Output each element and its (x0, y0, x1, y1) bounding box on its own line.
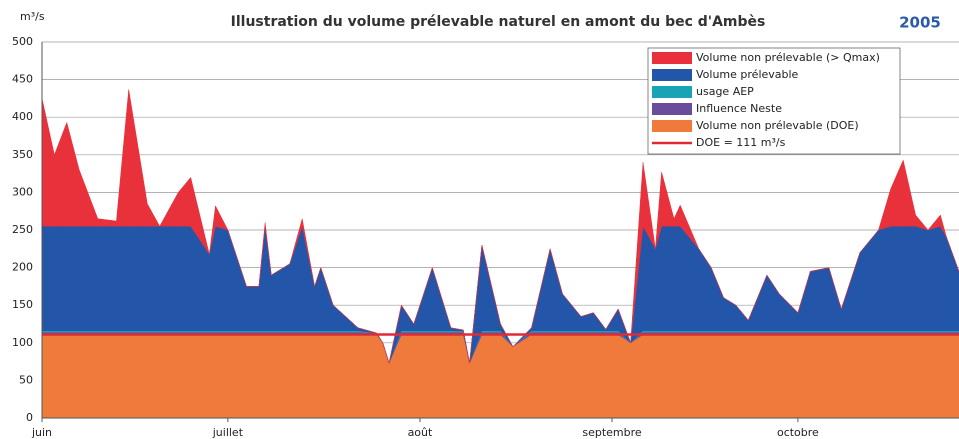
x-tick-label: octobre (777, 426, 819, 439)
y-tick-label: 500 (12, 35, 33, 48)
area (41, 89, 959, 365)
chart-title: Illustration du volume prélevable nature… (231, 14, 766, 30)
y-tick-label: 250 (12, 223, 33, 236)
y-tick-label: 300 (12, 185, 33, 198)
y-tick-label: 200 (12, 261, 33, 274)
legend-swatch (652, 69, 692, 81)
x-tick-label: juin (31, 426, 52, 439)
legend-swatch (652, 120, 692, 132)
legend-label: DOE = 111 m³/s (696, 136, 786, 149)
legend-label: Volume prélevable (696, 68, 799, 81)
y-tick-label: 350 (12, 148, 33, 161)
legend-swatch (652, 86, 692, 98)
legend-label: Volume non prélevable (> Qmax) (696, 51, 880, 64)
area (41, 334, 959, 419)
legend-swatch (652, 103, 692, 115)
y-tick-label: 50 (19, 373, 33, 386)
legend-box (647, 47, 901, 155)
legend-swatch (652, 52, 692, 64)
y-tick-label: 450 (12, 73, 33, 86)
y-tick-label: 150 (12, 298, 33, 311)
legend-label: usage AEP (696, 85, 754, 98)
x-tick-label: septembre (582, 426, 642, 439)
y-tick-label: 400 (12, 110, 33, 123)
y-tick-label: 100 (12, 336, 33, 349)
y-tick-label: 0 (26, 411, 33, 424)
x-tick-label: août (408, 426, 433, 439)
legend-label: Volume non prélevable (DOE) (696, 119, 859, 132)
legend-label: Influence Neste (696, 102, 782, 115)
y-axis-label: m³/s (20, 10, 45, 23)
year-label: 2005 (899, 14, 941, 32)
x-tick-label: juillet (212, 426, 244, 439)
